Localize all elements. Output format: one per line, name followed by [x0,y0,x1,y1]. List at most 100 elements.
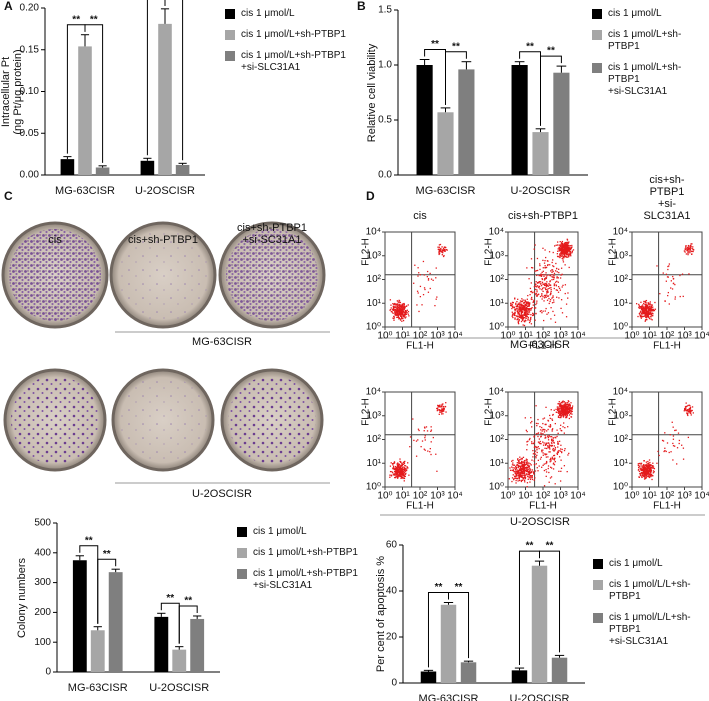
event-dot [400,312,402,314]
event-dot [389,476,391,478]
y-tick-label: 10⁰ [613,482,628,493]
event-dot [557,408,559,410]
event-dot [642,313,644,315]
event-dot [550,286,552,289]
event-dot [651,312,654,314]
event-dot [547,445,549,448]
event-dot [544,287,547,289]
event-dot [535,288,537,291]
event-dot [648,472,650,474]
event-dot [564,404,566,406]
event-dot [565,409,567,411]
event-dot [568,248,571,250]
event-dot [397,470,399,472]
event-dot [538,285,541,288]
event-dot [530,298,532,300]
bar [551,657,568,683]
event-dot [519,306,521,308]
event-dot [552,296,554,298]
event-dot [400,305,402,307]
event-dot [552,439,554,441]
event-dot [565,241,567,244]
event-dot [520,300,523,303]
event-dot [440,411,442,413]
event-dot [652,315,654,317]
event-dot [550,409,552,411]
event-dot [640,307,642,309]
event-dot [418,310,420,313]
event-dot [539,295,542,298]
event-dot [517,465,520,468]
event-dot [553,449,555,452]
event-dot [519,473,521,476]
event-dot [639,311,641,314]
event-dot [538,286,540,289]
event-dot [561,406,563,408]
event-dot [550,444,552,447]
event-dot [565,412,567,414]
event-dot [530,258,533,260]
event-dot [542,283,544,285]
event-dot [545,442,547,445]
event-dot [397,310,399,313]
event-dot [685,245,687,247]
event-dot [518,319,520,321]
event-dot [546,294,548,296]
event-dot [542,444,545,446]
event-dot [650,473,653,475]
event-dot [422,260,425,263]
y-tick-label: 100 [34,637,51,648]
event-dot [407,310,410,313]
event-dot [649,467,651,469]
event-dot [546,289,548,291]
event-dot [567,247,569,249]
event-dot [541,312,543,314]
event-dot [552,251,554,254]
event-dot [403,472,406,474]
event-dot [561,257,563,260]
legend: cis 1 μmol/L cis 1 μmol/L/L+sh-PTBP1 cis 1… [593,558,709,657]
x-tick-label: 10⁴ [570,491,585,502]
event-dot [566,238,568,240]
event-dot [685,405,687,408]
event-dot [530,308,532,310]
event-dot [512,469,515,471]
x-tick-label: 10² [413,331,428,342]
event-dot [523,463,525,465]
event-dot [561,246,563,248]
x-tick-label: 10¹ [642,331,657,342]
event-dot [539,268,541,271]
event-dot [530,472,532,474]
event-dot [565,413,568,415]
event-dot [561,255,563,257]
y-tick-label: 0 [45,667,51,678]
event-dot [525,315,527,317]
event-dot [646,316,648,318]
event-dot [544,249,546,251]
event-dot [557,416,560,418]
event-dot [555,267,558,270]
event-dot [547,444,549,447]
event-dot [397,313,399,316]
event-dot [401,317,403,320]
event-dot [395,473,397,475]
event-dot [517,472,519,474]
event-dot [639,306,641,308]
event-dot [689,410,691,412]
event-dot [561,408,564,410]
event-dot [520,476,522,478]
event-dot [514,317,516,319]
event-dot [541,278,544,281]
event-dot [649,473,652,475]
event-dot [396,477,399,479]
event-dot [651,308,654,311]
event-dot [537,422,539,425]
event-dot [550,460,552,462]
legend-item: cis 1 μmol/L+sh-PTBP1 [237,547,358,559]
event-dot [549,299,552,301]
event-dot [543,319,545,322]
event-dot [528,311,531,313]
legend-item: cis 1 μmol/L [592,8,709,20]
event-dot [689,247,691,250]
event-dot [683,410,685,412]
